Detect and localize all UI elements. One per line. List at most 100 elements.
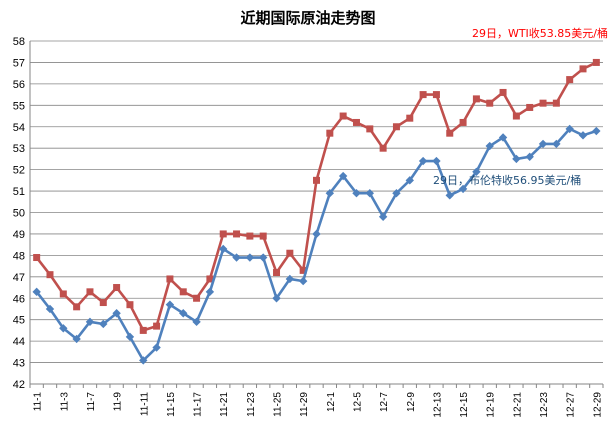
x-tick-label-12-21: 12-21 <box>512 392 523 418</box>
data-point-brent-28 <box>405 176 414 185</box>
x-tick-label-11-3: 11-3 <box>59 392 70 412</box>
data-point-wti-0 <box>33 254 41 262</box>
data-point-wti-13 <box>206 275 214 283</box>
data-point-brent-24 <box>352 189 361 198</box>
data-point-wti-35 <box>499 88 507 96</box>
annotation-wti-close: 29日，WTI收53.85美元/桶 <box>472 26 608 40</box>
data-point-wti-1 <box>46 271 54 279</box>
data-point-brent-4 <box>85 317 95 327</box>
data-point-wti-28 <box>406 114 414 122</box>
data-point-wti-23 <box>339 112 347 120</box>
x-tick-label-12-27: 12-27 <box>566 392 577 418</box>
x-tick-label-11-7: 11-7 <box>86 392 97 412</box>
data-point-wti-36 <box>512 112 520 120</box>
data-point-wti-14 <box>219 230 227 238</box>
data-point-wti-10 <box>166 275 174 283</box>
y-tick-label-58: 58 <box>13 36 25 48</box>
y-tick-label-51: 51 <box>13 186 25 198</box>
y-tick-label-53: 53 <box>13 143 25 155</box>
data-point-brent-30 <box>432 156 441 166</box>
y-tick-label-54: 54 <box>13 122 25 134</box>
data-point-wti-11 <box>179 288 187 296</box>
data-point-brent-34 <box>485 141 494 151</box>
data-point-wti-26 <box>379 144 387 152</box>
data-point-wti-39 <box>552 99 560 107</box>
data-point-brent-42 <box>592 126 601 136</box>
data-point-wti-37 <box>526 103 534 111</box>
x-tick-label-11-17: 11-17 <box>193 392 204 417</box>
x-tick-label-11-21: 11-21 <box>219 392 230 417</box>
x-tick-label-12-29: 12-29 <box>592 392 603 418</box>
data-point-brent-35 <box>498 133 508 142</box>
data-point-brent-21 <box>312 229 321 239</box>
x-tick-label-11-23: 11-23 <box>246 392 257 417</box>
annotation-brent-close: 29日，布伦特收56.95美元/桶 <box>433 173 581 187</box>
data-point-wti-41 <box>579 65 587 73</box>
data-point-brent-13 <box>205 287 215 297</box>
data-point-brent-36 <box>512 154 521 164</box>
data-point-brent-15 <box>232 253 241 262</box>
data-point-brent-8 <box>139 356 148 365</box>
data-point-brent-14 <box>219 244 228 254</box>
data-point-wti-2 <box>59 290 67 298</box>
y-tick-label-45: 45 <box>13 315 25 327</box>
data-point-wti-4 <box>86 288 94 296</box>
data-point-wti-19 <box>286 249 294 257</box>
data-point-wti-3 <box>73 303 81 311</box>
data-point-wti-22 <box>326 129 334 137</box>
data-point-brent-0 <box>32 287 41 297</box>
data-point-wti-24 <box>352 118 360 126</box>
data-point-wti-7 <box>126 301 134 309</box>
data-point-wti-12 <box>193 294 201 302</box>
data-point-wti-20 <box>299 266 307 274</box>
data-point-wti-42 <box>592 58 600 66</box>
x-tick-label-12-23: 12-23 <box>539 392 550 418</box>
data-point-brent-5 <box>99 319 108 329</box>
x-tick-label-12-13: 12-13 <box>432 392 443 418</box>
data-point-brent-39 <box>552 139 561 149</box>
data-point-wti-5 <box>99 299 107 307</box>
data-point-wti-8 <box>139 326 147 334</box>
data-point-brent-27 <box>392 189 401 198</box>
data-point-brent-20 <box>298 276 308 286</box>
y-tick-label-44: 44 <box>13 336 25 348</box>
data-point-brent-7 <box>125 332 135 342</box>
x-tick-label-12-1: 12-1 <box>326 392 337 412</box>
data-point-wti-17 <box>259 232 267 240</box>
data-point-brent-6 <box>112 309 121 318</box>
data-point-brent-9 <box>152 343 161 352</box>
y-tick-label-50: 50 <box>13 208 25 220</box>
y-tick-label-48: 48 <box>13 250 25 262</box>
axes <box>29 41 604 388</box>
data-point-wti-15 <box>233 230 241 238</box>
y-tick-label-57: 57 <box>13 57 25 69</box>
data-point-wti-38 <box>539 99 547 107</box>
data-point-brent-29 <box>418 156 428 166</box>
data-point-brent-10 <box>165 300 175 309</box>
data-point-wti-34 <box>486 99 494 107</box>
x-tick-label-12-19: 12-19 <box>486 392 497 418</box>
data-point-brent-12 <box>192 317 201 327</box>
data-point-wti-29 <box>419 91 427 99</box>
grid-lines <box>30 40 603 385</box>
x-tick-label-11-9: 11-9 <box>113 392 124 412</box>
x-tick-label-12-9: 12-9 <box>406 392 417 412</box>
data-point-brent-16 <box>245 253 255 262</box>
data-point-wti-16 <box>246 232 254 240</box>
data-point-brent-18 <box>272 294 281 303</box>
y-tick-label-46: 46 <box>13 293 25 305</box>
data-point-brent-2 <box>59 324 68 333</box>
y-tick-label-52: 52 <box>13 165 25 177</box>
data-point-wti-18 <box>273 269 281 277</box>
data-point-brent-40 <box>565 124 574 134</box>
y-tick-label-55: 55 <box>13 100 25 112</box>
data-point-wti-33 <box>472 95 480 103</box>
data-point-brent-31 <box>445 191 454 200</box>
chart-title: 近期国际原油走势图 <box>240 9 375 27</box>
x-axis-ticks: 11-1 11-3 11-7 11-9 11-11 11-15 11-17 11-21 11-2… <box>33 392 604 418</box>
data-point-brent-11 <box>179 309 188 318</box>
data-point-brent-26 <box>378 212 388 221</box>
data-point-wti-40 <box>566 76 574 84</box>
data-point-brent-1 <box>45 304 55 314</box>
